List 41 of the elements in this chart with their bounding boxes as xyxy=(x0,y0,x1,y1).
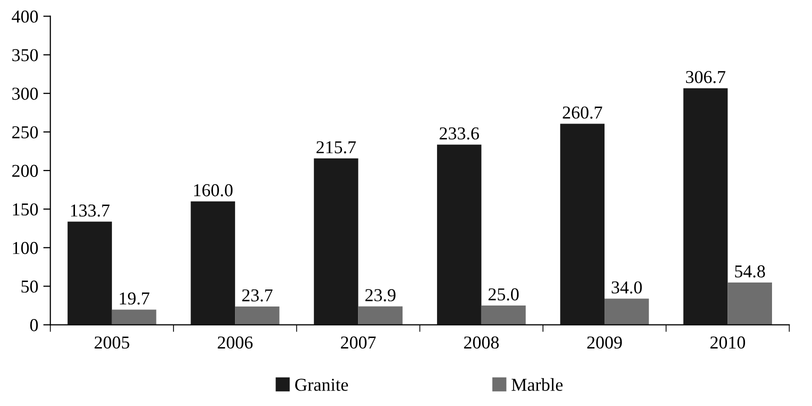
data-label: 233.6 xyxy=(440,127,479,140)
y-tick-label: 400 xyxy=(12,10,38,23)
data-label: 260.7 xyxy=(562,106,602,119)
y-tick-label: 0 xyxy=(30,319,38,332)
bar xyxy=(683,88,728,325)
y-tick-label: 300 xyxy=(12,88,38,100)
data-label: 160.0 xyxy=(194,184,233,196)
data-label: 25.0 xyxy=(488,288,519,301)
x-tick-label: 2009 xyxy=(587,336,622,349)
data-label: 23.9 xyxy=(365,289,396,302)
bar xyxy=(437,144,482,325)
data-label: 215.7 xyxy=(316,141,356,154)
bar xyxy=(481,306,526,325)
bar xyxy=(235,306,280,325)
data-label: 54.8 xyxy=(735,265,765,278)
y-tick-label: 50 xyxy=(22,280,38,293)
data-label: 306.7 xyxy=(686,70,726,84)
x-tick-label: 2005 xyxy=(94,336,130,349)
x-tick-label: 2006 xyxy=(218,336,253,349)
legend-label: Marble xyxy=(512,378,563,391)
data-label: 19.7 xyxy=(120,292,150,305)
y-tick-label: 150 xyxy=(13,203,38,216)
data-label: 23.7 xyxy=(242,289,273,302)
y-tick-label: 100 xyxy=(13,242,38,254)
legend-label: Granite xyxy=(295,378,348,391)
x-tick-label: 2008 xyxy=(464,336,499,349)
y-tick-label: 250 xyxy=(12,126,38,138)
bar xyxy=(314,158,358,325)
bar xyxy=(190,201,236,325)
bar xyxy=(604,298,649,325)
bar xyxy=(112,310,156,325)
y-tick-label: 200 xyxy=(12,164,38,177)
bar xyxy=(358,306,403,325)
bar xyxy=(68,222,112,325)
bar xyxy=(560,124,605,325)
x-tick-label: 2007 xyxy=(340,336,376,349)
data-label: 34.0 xyxy=(612,281,642,294)
data-label: 133.7 xyxy=(71,204,110,217)
x-tick-label: 2010 xyxy=(710,336,746,349)
y-tick-label: 350 xyxy=(12,49,38,62)
bar xyxy=(728,282,772,325)
